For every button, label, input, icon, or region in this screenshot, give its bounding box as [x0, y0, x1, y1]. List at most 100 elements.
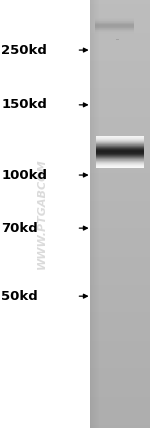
- Bar: [96, 142, 144, 143]
- Bar: [90, 114, 150, 116]
- Bar: [90, 106, 150, 107]
- Bar: [90, 116, 150, 117]
- Bar: [90, 80, 150, 81]
- Bar: [90, 333, 150, 334]
- Bar: [90, 386, 150, 388]
- Bar: [90, 108, 150, 110]
- Bar: [90, 314, 150, 315]
- Bar: [90, 381, 150, 382]
- Bar: [90, 9, 150, 10]
- Bar: [90, 334, 150, 335]
- Bar: [90, 74, 150, 76]
- Bar: [90, 304, 150, 305]
- Bar: [96, 156, 144, 157]
- Bar: [90, 318, 150, 320]
- Bar: [90, 247, 150, 248]
- Bar: [90, 220, 150, 221]
- Bar: [90, 23, 150, 24]
- Bar: [90, 312, 150, 314]
- Bar: [90, 0, 150, 428]
- Bar: [90, 155, 150, 157]
- Bar: [90, 385, 150, 386]
- Bar: [90, 120, 150, 121]
- Bar: [90, 174, 150, 175]
- Bar: [90, 321, 150, 322]
- Bar: [90, 147, 150, 149]
- Bar: [90, 188, 150, 190]
- Bar: [90, 365, 150, 367]
- Bar: [90, 200, 150, 201]
- Bar: [96, 141, 144, 142]
- Bar: [90, 337, 150, 338]
- Bar: [90, 265, 150, 267]
- Bar: [90, 94, 150, 95]
- Bar: [90, 230, 150, 231]
- Bar: [90, 151, 150, 153]
- Bar: [95, 0, 96, 428]
- Bar: [96, 165, 144, 166]
- Text: 70kd: 70kd: [2, 222, 38, 235]
- Bar: [90, 202, 150, 204]
- Bar: [90, 228, 150, 230]
- Bar: [90, 395, 150, 397]
- Bar: [90, 13, 150, 14]
- Bar: [90, 166, 150, 167]
- Bar: [93, 0, 94, 428]
- Bar: [90, 274, 150, 275]
- Bar: [90, 68, 150, 70]
- Bar: [90, 325, 150, 327]
- Bar: [90, 218, 150, 220]
- Bar: [90, 128, 150, 130]
- Bar: [90, 158, 150, 160]
- Bar: [90, 133, 150, 134]
- Bar: [90, 350, 150, 351]
- Bar: [90, 167, 150, 168]
- Bar: [94, 33, 134, 34]
- Bar: [90, 12, 150, 13]
- Bar: [90, 21, 150, 23]
- Bar: [92, 0, 93, 428]
- Bar: [90, 248, 150, 250]
- Bar: [90, 210, 150, 211]
- Bar: [90, 60, 150, 61]
- Bar: [90, 254, 150, 256]
- Bar: [90, 172, 150, 174]
- Bar: [90, 47, 150, 48]
- Bar: [94, 23, 134, 24]
- Bar: [90, 357, 150, 358]
- Bar: [90, 197, 150, 198]
- Bar: [90, 61, 150, 63]
- Bar: [90, 150, 150, 151]
- Bar: [94, 24, 134, 25]
- Bar: [90, 211, 150, 213]
- Bar: [90, 342, 150, 344]
- Bar: [90, 180, 150, 181]
- Bar: [90, 104, 150, 106]
- Bar: [90, 352, 150, 354]
- Bar: [90, 307, 150, 308]
- Bar: [96, 139, 144, 140]
- Bar: [96, 137, 144, 138]
- Bar: [90, 384, 150, 385]
- Bar: [90, 201, 150, 202]
- Bar: [96, 138, 144, 139]
- Bar: [90, 36, 150, 37]
- Bar: [90, 0, 150, 1]
- Bar: [90, 175, 150, 177]
- Bar: [90, 322, 150, 324]
- Bar: [90, 257, 150, 258]
- Bar: [90, 392, 150, 394]
- Bar: [90, 402, 150, 404]
- Bar: [90, 421, 150, 422]
- Bar: [90, 374, 150, 375]
- Bar: [90, 308, 150, 309]
- Bar: [90, 177, 150, 178]
- Bar: [94, 20, 134, 21]
- Bar: [90, 178, 150, 180]
- Bar: [94, 27, 134, 28]
- Bar: [96, 136, 144, 137]
- Bar: [90, 410, 150, 411]
- Bar: [90, 237, 150, 238]
- Bar: [90, 240, 150, 241]
- Bar: [94, 22, 134, 23]
